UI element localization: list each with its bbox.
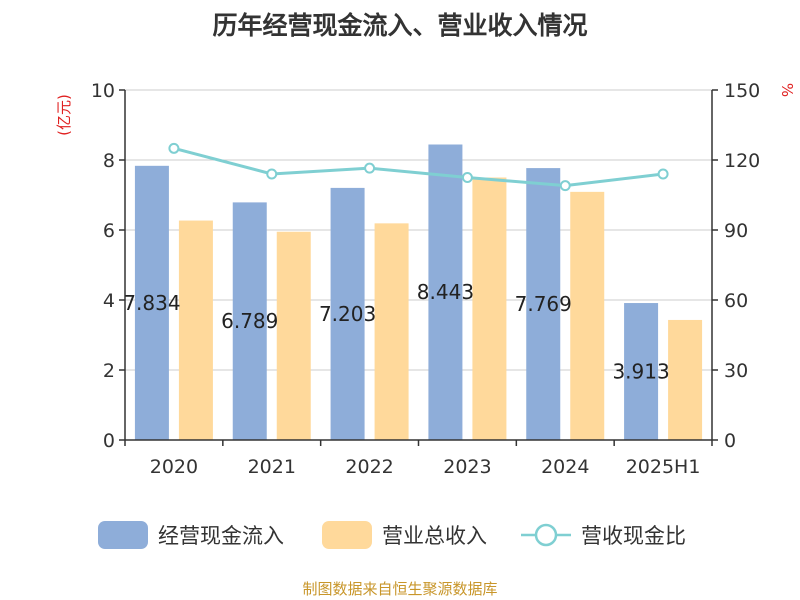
bar-revenue: [178, 220, 213, 440]
legend-label: 营收现金比: [581, 524, 686, 548]
bar-data-label: 3.913: [612, 360, 669, 384]
bars-layer: [134, 144, 703, 440]
right-tick-label: 0: [724, 430, 736, 452]
data-labels-layer: 7.834 6.789 7.203 8.443 7.769 3.913: [123, 280, 669, 383]
bar-data-label: 7.834: [123, 291, 180, 315]
bar-revenue: [472, 177, 507, 440]
left-axis-unit: (亿元): [55, 94, 73, 136]
ratio-point: [168, 142, 180, 154]
legend-swatch: [98, 521, 148, 549]
ratio-point: [364, 162, 376, 174]
gridlines: [125, 89, 712, 371]
bar-revenue: [570, 191, 605, 440]
footer-source: 制图数据来自恒生聚源数据库: [302, 580, 497, 598]
bar-revenue: [668, 319, 703, 440]
bar-revenue: [276, 231, 311, 440]
bar-cash-inflow: [232, 202, 267, 440]
left-tick-label: 10: [91, 80, 115, 102]
x-tick-label: 2020: [150, 456, 198, 478]
left-tick-label: 0: [103, 430, 115, 452]
bar-data-label: 7.203: [319, 302, 376, 326]
left-tick-label: 6: [103, 220, 115, 242]
ratio-point: [266, 168, 278, 180]
x-tick-label: 2024: [541, 456, 589, 478]
x-tick-label: 2022: [345, 456, 393, 478]
legend-swatch: [322, 521, 372, 549]
bar-cash-inflow: [134, 165, 169, 440]
bar-data-label: 8.443: [417, 280, 474, 304]
left-tick-label: 4: [103, 290, 115, 312]
bar-cash-inflow: [526, 168, 561, 440]
ratio-point: [559, 180, 571, 192]
ratio-point: [461, 172, 473, 183]
axes-layer: 0 2 4 6 8 10 0 30 60 90 120 150 2020 2021 2022 2023 2024…: [91, 80, 760, 478]
bar-data-label: 6.789: [221, 309, 278, 333]
right-tick-label: 90: [724, 220, 748, 242]
x-tick-label: 2021: [248, 456, 296, 478]
right-tick-label: 30: [724, 360, 748, 382]
left-tick-label: 2: [103, 360, 115, 382]
right-tick-label: 120: [724, 150, 760, 172]
ratio-line-layer: [168, 142, 669, 192]
legend: 经营现金流入 营业总收入 营收现金比: [98, 521, 686, 549]
legend-marker: [534, 523, 558, 547]
bar-cash-inflow: [330, 187, 365, 440]
bar-revenue: [374, 223, 409, 440]
x-tick-label: 2025H1: [626, 456, 701, 478]
bar-cash-inflow: [624, 303, 659, 440]
left-tick-label: 8: [103, 150, 115, 172]
ratio-point: [657, 168, 669, 180]
legend-label: 经营现金流入: [158, 524, 284, 548]
right-axis-unit: %: [778, 83, 796, 97]
chart-title: 历年经营现金流入、营业收入情况: [212, 11, 587, 40]
ratio-line: [173, 146, 664, 188]
bar-data-label: 7.769: [515, 292, 572, 316]
legend-label: 营业总收入: [382, 524, 487, 548]
right-tick-label: 150: [724, 80, 760, 102]
bar-cash-inflow: [428, 144, 463, 440]
x-tick-label: 2023: [443, 456, 491, 478]
right-tick-label: 60: [724, 290, 748, 312]
